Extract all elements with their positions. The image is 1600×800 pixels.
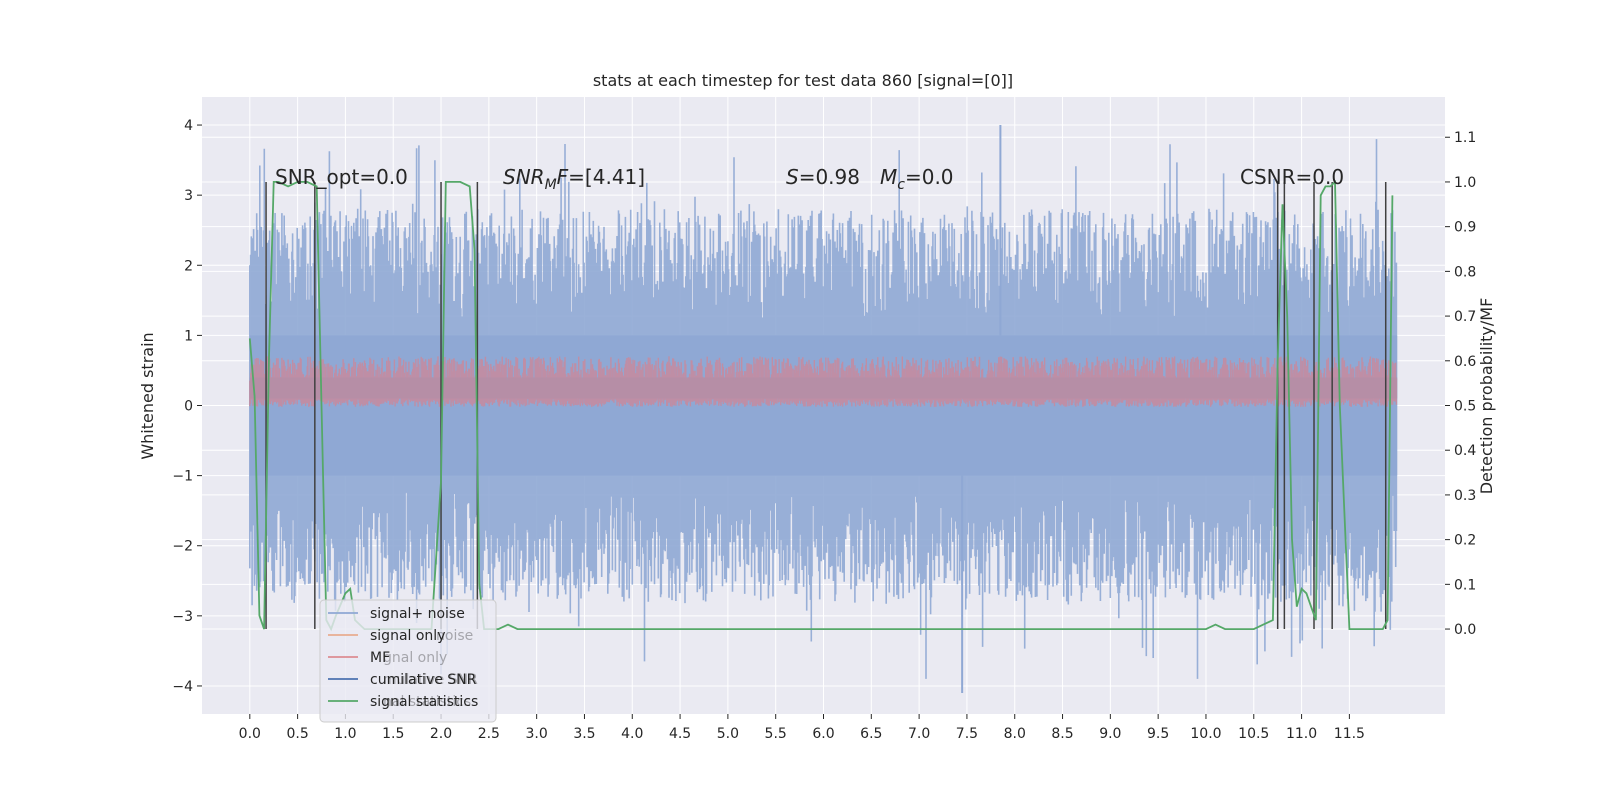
y2-tick-label: 0.4 bbox=[1454, 443, 1476, 459]
y-tick-label: 3 bbox=[184, 188, 193, 204]
y-tick-label: 1 bbox=[184, 328, 193, 344]
y-axis-label: Whitened strain bbox=[138, 332, 157, 459]
y2-tick-label: 0.6 bbox=[1454, 354, 1476, 370]
legend-ghost-label: mulative SNR bbox=[383, 672, 478, 688]
y-axis-ticks: 4 3 2 1 0 −1 −2 −3 −4 bbox=[172, 118, 202, 695]
y2-tick-label: 0.7 bbox=[1454, 309, 1476, 325]
x-tick-label: 9.5 bbox=[1147, 726, 1169, 742]
y2-tick-label: 0.8 bbox=[1454, 264, 1476, 280]
x-tick-label: 2.0 bbox=[430, 726, 452, 742]
legend-ghost-label: nal statistics bbox=[383, 694, 471, 710]
snr-mf-value: =[4.41] bbox=[568, 165, 645, 189]
legend-label: signal statistics bbox=[370, 694, 478, 710]
y-tick-label: −3 bbox=[172, 609, 193, 625]
mc-subscript: c bbox=[897, 177, 905, 193]
x-tick-label: 7.5 bbox=[956, 726, 978, 742]
x-tick-label: 11.5 bbox=[1334, 726, 1365, 742]
y-tick-label: −2 bbox=[172, 539, 193, 555]
y-tick-label: 2 bbox=[184, 258, 193, 274]
csnr-annotation: CSNR=0.0 bbox=[1240, 165, 1344, 189]
x-tick-label: 7.0 bbox=[908, 726, 930, 742]
snr-mf-suffix: F bbox=[557, 165, 569, 189]
legend-label: cumilative SNR bbox=[370, 672, 477, 688]
mc-annotation: Mc=0.0 bbox=[880, 165, 954, 193]
x-tick-label: 6.5 bbox=[860, 726, 882, 742]
signal-statistics-line bbox=[248, 179, 1394, 632]
x-tick-label: 3.0 bbox=[526, 726, 548, 742]
x-tick-label: 6.0 bbox=[812, 726, 834, 742]
snr-mf-subscript: M bbox=[545, 177, 557, 193]
chart-title: stats at each timestep for test data 860… bbox=[593, 71, 1013, 90]
legend-label: MF bbox=[370, 650, 390, 666]
x-tick-label: 5.0 bbox=[717, 726, 739, 742]
mf-core bbox=[249, 377, 1398, 399]
x-tick-label: 5.5 bbox=[765, 726, 787, 742]
y2-tick-label: 0.5 bbox=[1454, 399, 1476, 415]
s-annotation: S=0.98 bbox=[786, 165, 860, 189]
y2-tick-label: 0.2 bbox=[1454, 533, 1476, 549]
annotations: SNR_opt=0.0 SNRMF=[4.41] S=0.98 Mc=0.0 C… bbox=[275, 165, 1344, 193]
y2-axis-label: Detection probability/MF bbox=[1477, 298, 1496, 495]
s-value: =0.98 bbox=[799, 165, 860, 189]
legend-label: signal only bbox=[370, 628, 445, 644]
x-axis-ticks: 0.0 0.5 1.0 1.5 2.0 2.5 3.0 3.5 4.0 4.5 5.0 5.5 6.0 6… bbox=[239, 714, 1365, 742]
x-tick-label: 0.5 bbox=[286, 726, 308, 742]
x-tick-label: 0.0 bbox=[239, 726, 261, 742]
x-tick-label: 8.0 bbox=[1004, 726, 1026, 742]
snr-opt-annotation: SNR_opt=0.0 bbox=[275, 165, 408, 189]
snr-mf-symbol: SNR bbox=[503, 165, 545, 189]
x-tick-label: 10.0 bbox=[1190, 726, 1221, 742]
y-tick-label: −4 bbox=[172, 679, 193, 695]
legend-ghost-text: noise gnal only mulative SNR nal statistics bbox=[383, 628, 478, 710]
x-tick-label: 4.5 bbox=[669, 726, 691, 742]
y2-tick-label: 0.0 bbox=[1454, 622, 1476, 638]
y2-tick-label: 0.1 bbox=[1454, 577, 1476, 593]
s-symbol: S bbox=[786, 165, 799, 189]
y-tick-label: 4 bbox=[184, 118, 193, 134]
x-tick-label: 2.5 bbox=[478, 726, 500, 742]
mf-series bbox=[249, 356, 1398, 407]
y2-tick-label: 1.1 bbox=[1454, 130, 1476, 146]
legend-box bbox=[319, 599, 497, 723]
y2-tick-label: 0.3 bbox=[1454, 488, 1476, 504]
snr-mf-annotation: SNRMF=[4.41] bbox=[503, 165, 645, 193]
y-tick-label: −1 bbox=[172, 469, 193, 485]
y2-tick-label: 0.9 bbox=[1454, 220, 1476, 236]
legend-ghost-label: gnal only bbox=[383, 650, 447, 666]
y-tick-label: 0 bbox=[184, 399, 193, 415]
legend-items: signal+ noise signal only MF cumilative SNR… bbox=[328, 606, 478, 710]
y2-tick-label: 1.0 bbox=[1454, 175, 1476, 191]
x-tick-label: 11.0 bbox=[1286, 726, 1317, 742]
mc-value: =0.0 bbox=[905, 165, 954, 189]
legend: noise gnal only mulative SNR nal statistics… bbox=[319, 599, 497, 723]
y2-axis-ticks: 1.1 1.0 0.9 0.8 0.7 0.6 0.5 0.4 0.3 0.2 0.1 0.0 bbox=[1445, 130, 1476, 638]
x-tick-label: 9.0 bbox=[1099, 726, 1121, 742]
legend-label: signal+ noise bbox=[370, 606, 465, 622]
x-tick-label: 4.0 bbox=[621, 726, 643, 742]
legend-ghost-label: noise bbox=[436, 628, 473, 644]
x-tick-label: 1.5 bbox=[382, 726, 404, 742]
x-tick-label: 10.5 bbox=[1238, 726, 1269, 742]
x-tick-label: 1.0 bbox=[334, 726, 356, 742]
x-tick-label: 3.5 bbox=[573, 726, 595, 742]
x-tick-label: 8.5 bbox=[1051, 726, 1073, 742]
mc-symbol: M bbox=[880, 165, 897, 189]
